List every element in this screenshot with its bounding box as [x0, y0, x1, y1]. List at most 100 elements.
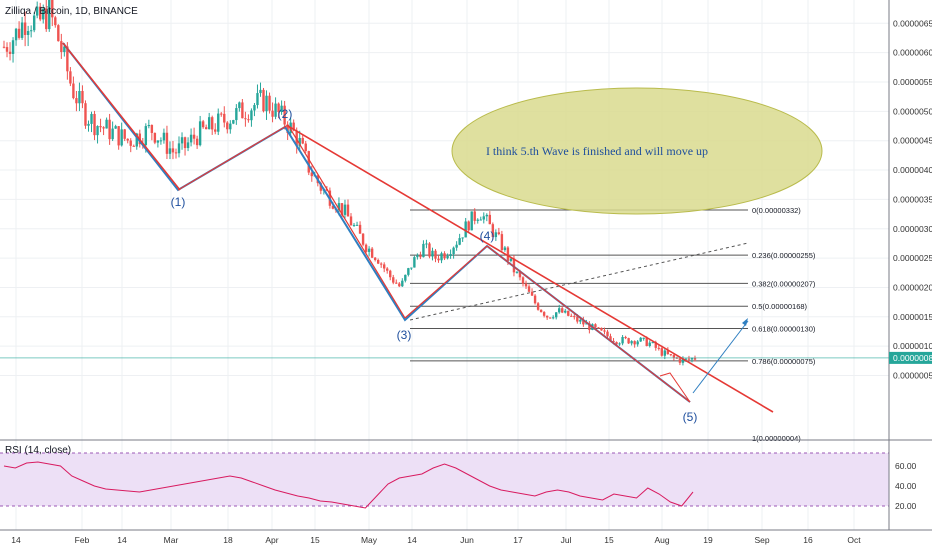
candle-body — [515, 271, 519, 273]
candle-body — [497, 232, 501, 235]
annotation-ellipse — [451, 87, 823, 215]
candle-body — [482, 216, 485, 220]
candle-body — [195, 138, 199, 146]
candle-body — [277, 103, 280, 112]
candle-body — [579, 319, 582, 322]
candle-body — [455, 244, 458, 248]
candle-body — [564, 310, 567, 313]
candle-body — [5, 47, 9, 52]
candle-body — [413, 257, 416, 268]
x-tick-label: Apr — [265, 535, 278, 545]
candle-body — [23, 22, 27, 35]
candle-body — [533, 295, 537, 304]
candle-body — [464, 221, 467, 238]
candle-body — [425, 243, 428, 245]
candle-body — [343, 204, 347, 215]
candle-body — [268, 95, 271, 111]
x-tick-label: Jul — [561, 535, 572, 545]
x-tick-label: Oct — [847, 535, 861, 545]
x-tick-label: Mar — [164, 535, 179, 545]
fib-retracement[interactable]: 0(0.00000332) 0.236(0.00000255) 0.382(0.00… — [410, 206, 816, 443]
fib-label: 0.786(0.00000075) — [752, 357, 816, 366]
candle-body — [211, 117, 214, 130]
symbol-title: Zilliqa / Bitcoin, 1D, BINANCE — [5, 6, 138, 17]
candle-body — [666, 350, 670, 355]
candle-body — [545, 315, 549, 318]
candle-body — [684, 358, 688, 360]
candle-body — [256, 93, 259, 106]
x-tick-label: Aug — [654, 535, 669, 545]
candle-body — [48, 0, 51, 30]
candle-body — [398, 283, 401, 287]
candle-body — [174, 152, 178, 154]
candle-body — [428, 243, 431, 257]
candle-body — [364, 244, 368, 252]
candle-body — [162, 132, 166, 141]
candle-body — [690, 358, 694, 360]
candle-body — [558, 308, 561, 313]
x-tick-label: Sep — [754, 535, 769, 545]
candle-body — [431, 250, 434, 257]
candle-body — [201, 121, 205, 128]
candle-body — [407, 268, 410, 275]
candle-body — [207, 117, 211, 130]
drawings-layer[interactable]: (1) (2) (3) (4) (5) — [0, 42, 889, 424]
candle-body — [126, 138, 129, 141]
x-tick-label: 14 — [407, 535, 417, 545]
candle-body — [446, 255, 449, 259]
trend-line-wave5 — [486, 245, 691, 403]
candle-body — [90, 113, 93, 124]
candle-body — [419, 255, 422, 258]
candle-body — [485, 214, 488, 217]
candle-body — [123, 129, 126, 139]
candle-body — [171, 148, 175, 153]
candle-body — [183, 137, 187, 149]
candle-body — [17, 28, 21, 38]
candle-body — [346, 204, 350, 217]
candle-body — [20, 22, 24, 38]
x-tick-label: May — [361, 535, 378, 545]
candle-body — [422, 243, 425, 258]
candle-body — [298, 137, 301, 147]
trend-line-upper — [287, 125, 774, 413]
candle-body — [494, 232, 498, 238]
candle-body — [657, 347, 660, 349]
candle-body — [373, 257, 377, 260]
candle-body — [265, 95, 268, 112]
candle-body — [585, 323, 588, 325]
candle-body — [681, 358, 685, 363]
candle-body — [404, 274, 407, 281]
annotation-bubble[interactable]: I think 5.th Wave is finished and will m… — [451, 87, 823, 215]
candle-body — [573, 316, 576, 318]
rsi-tick-label: 20.00 — [895, 501, 917, 511]
candle-body — [536, 303, 540, 310]
candle-body — [150, 125, 154, 133]
x-tick-label: 14 — [117, 535, 127, 545]
wave2-red-line — [177, 124, 289, 191]
candle-body — [386, 268, 389, 271]
candle-body — [630, 341, 633, 344]
candle-body — [2, 46, 6, 48]
candle-body — [588, 323, 591, 330]
candle-body — [458, 238, 461, 245]
candle-body — [542, 312, 546, 316]
candle-body — [99, 126, 102, 128]
candle-body — [14, 28, 18, 41]
x-tick-label: 15 — [604, 535, 614, 545]
candle-body — [633, 341, 636, 345]
candle-body — [232, 120, 235, 124]
candle-body — [220, 113, 223, 115]
candle-body — [69, 71, 72, 84]
wave5-bracket — [659, 372, 691, 403]
candle-body — [606, 331, 609, 337]
candle-body — [452, 247, 455, 255]
candle-body — [42, 8, 45, 20]
candle-body — [352, 224, 356, 226]
fib-label: 0.382(0.00000207) — [752, 279, 816, 288]
candle-body — [331, 205, 335, 209]
